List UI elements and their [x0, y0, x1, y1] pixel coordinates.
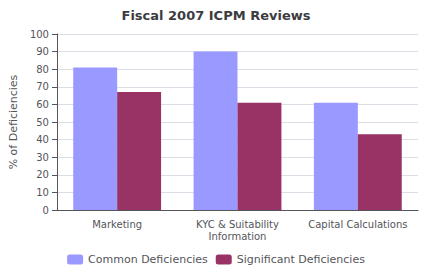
svg-text:Capital Calculations: Capital Calculations	[308, 219, 407, 230]
svg-text:20: 20	[36, 169, 49, 180]
svg-text:Information: Information	[209, 231, 267, 242]
svg-text:80: 80	[36, 64, 49, 75]
svg-text:10: 10	[36, 187, 49, 198]
svg-text:50: 50	[36, 117, 49, 128]
svg-text:Fiscal 2007 ICPM Reviews: Fiscal 2007 ICPM Reviews	[122, 8, 311, 23]
svg-text:100: 100	[30, 29, 49, 40]
svg-text:% of Deficiencies: % of Deficiencies	[7, 74, 20, 169]
svg-text:30: 30	[36, 152, 49, 163]
svg-text:Marketing: Marketing	[92, 219, 142, 230]
svg-text:60: 60	[36, 99, 49, 110]
svg-text:Significant Deficiencies: Significant Deficiencies	[237, 253, 365, 266]
svg-text:40: 40	[36, 134, 49, 145]
svg-text:0: 0	[43, 205, 49, 216]
svg-text:Common Deficiencies: Common Deficiencies	[88, 253, 208, 266]
svg-text:90: 90	[36, 46, 49, 57]
svg-text:KYC & Suitability: KYC & Suitability	[196, 219, 279, 230]
svg-text:70: 70	[36, 81, 49, 92]
